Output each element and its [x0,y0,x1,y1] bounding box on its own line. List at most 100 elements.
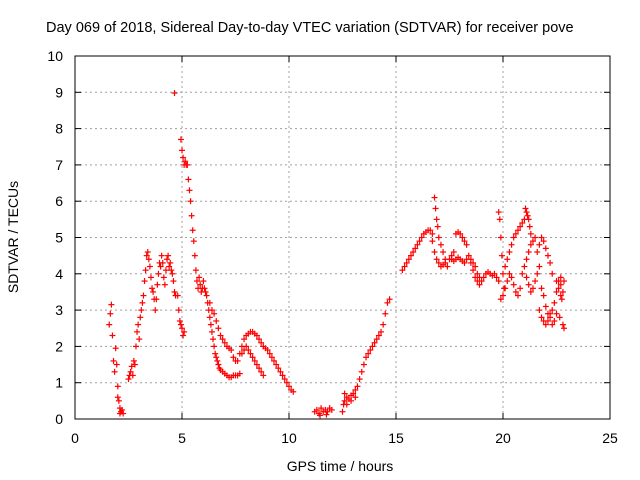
data-point [496,216,503,223]
data-point [184,161,191,168]
data-point [177,136,184,143]
data-point [160,274,167,281]
data-point [444,263,451,270]
data-point [281,376,288,383]
data-point [341,397,348,404]
data-point [125,376,132,383]
grid [75,56,610,419]
data-point [504,278,511,285]
data-point [508,241,515,248]
x-tick-label: 20 [495,430,511,446]
data-point [206,299,213,306]
data-point [152,307,159,314]
data-point [273,361,280,368]
data-point [266,350,273,357]
data-point [116,410,123,417]
data-point [512,288,519,295]
y-tick-label: 5 [55,230,63,246]
data-point [553,288,560,295]
x-tick-label: 10 [281,430,297,446]
data-point [403,259,410,266]
data-point [538,234,545,241]
x-tick-label: 25 [602,430,618,446]
data-point [500,270,506,277]
data-point [187,198,194,205]
data-point [551,299,558,306]
data-point [286,383,292,390]
data-point [519,219,526,226]
data-point [480,274,487,281]
data-point [525,216,532,223]
data-point [138,307,145,314]
data-point [497,234,504,241]
data-point [202,288,209,295]
data-point [144,249,151,256]
data-point [519,270,526,277]
data-point [159,259,166,266]
data-point [107,310,114,317]
data-point [526,223,533,230]
data-point [536,241,543,248]
x-tick-label: 5 [178,430,186,446]
data-point [514,292,521,299]
data-point [407,252,414,259]
data-point [188,212,195,219]
data-point [153,296,160,303]
data-point [474,270,481,277]
data-point [560,278,567,285]
data-point [206,314,213,321]
data-point [192,267,199,274]
data-point [161,281,168,288]
data-point [493,274,500,281]
y-tick-label: 4 [55,266,63,282]
data-point [211,343,218,350]
data-point [241,336,248,343]
data-point [243,343,250,350]
y-tick-label: 0 [55,411,63,427]
data-point [523,209,530,216]
data-point [258,339,265,346]
data-point [527,230,534,237]
data-point [256,365,263,372]
data-point [371,339,378,346]
data-point [542,321,549,328]
data-point [556,314,563,321]
data-point [433,256,440,263]
data-point [234,357,241,364]
data-point [348,397,355,404]
data-point [432,205,439,212]
data-point [185,176,192,183]
data-point [203,292,210,299]
data-point [174,292,181,299]
chart-title: Day 069 of 2018, Sidereal Day-to-day VTE… [46,20,574,36]
data-point [434,223,441,230]
data-point [171,90,178,97]
data-point [553,278,560,285]
data-point [358,368,365,375]
data-point [373,336,380,343]
data-point [313,406,320,413]
y-tick-label: 7 [55,157,63,173]
data-point [197,281,204,288]
data-point [141,278,148,285]
data-point [191,252,198,259]
data-point [514,227,521,234]
data-point [176,317,183,324]
data-point [476,281,483,288]
data-point [211,310,218,317]
data-point [369,343,376,350]
data-point [523,274,530,281]
data-point [431,194,438,201]
data-point [111,368,118,375]
data-point [196,274,203,281]
data-point [470,259,477,266]
data-point [410,249,417,256]
data-point [549,321,556,328]
data-point [253,332,260,339]
data-point [527,241,534,248]
data-point [525,249,532,256]
data-point [155,270,162,277]
data-point [238,350,245,357]
data-point [158,252,165,259]
